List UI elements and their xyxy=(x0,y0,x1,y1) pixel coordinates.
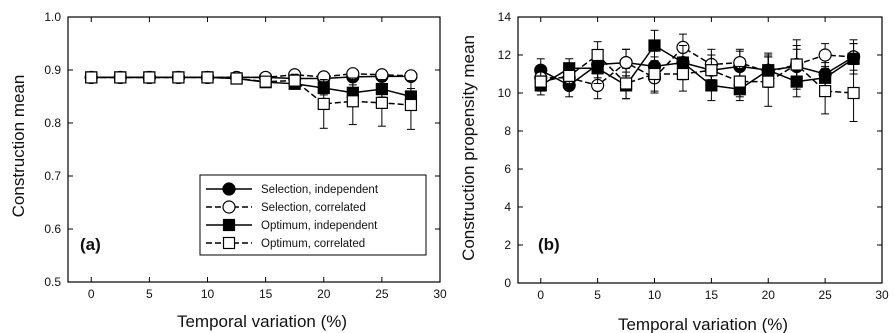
data-point-square-open xyxy=(404,98,418,112)
y-tick-label: 0.6 xyxy=(44,222,61,236)
x-tick-label: 15 xyxy=(705,288,719,302)
series-square-open xyxy=(534,39,860,122)
panel-label-b: (b) xyxy=(538,235,560,254)
series-line xyxy=(91,76,412,98)
data-point-circle-open xyxy=(375,68,389,82)
chart-panel-b: Construction propensity mean Temporal va… xyxy=(459,10,889,333)
x-tick-label: 15 xyxy=(259,287,273,301)
data-point-square-open xyxy=(591,48,604,62)
data-point-circle-open xyxy=(619,55,633,70)
data-point-square-open xyxy=(619,77,633,90)
legend-marker-circle-filled xyxy=(222,182,236,196)
data-point-square-filled xyxy=(847,52,860,65)
x-tick-label: 10 xyxy=(201,287,215,301)
y-tick-label: 6 xyxy=(504,162,511,176)
legend-label: Selection, correlated xyxy=(261,202,366,214)
legend-label: Optimum, independent xyxy=(261,220,378,232)
data-point-circle-open xyxy=(404,69,418,83)
data-point-circle-open xyxy=(818,48,832,62)
series-line xyxy=(540,46,854,87)
legend-marker-square-filled xyxy=(222,218,236,232)
legend-entry-selection-correlated: Selection, correlated xyxy=(206,200,366,214)
legend: Selection, independent Selection, correl… xyxy=(199,174,427,256)
data-point-square-open xyxy=(317,97,330,111)
y-tick-label: 2 xyxy=(504,238,511,252)
series-square-open xyxy=(85,71,418,130)
data-point-square-open xyxy=(762,75,775,88)
y-tick-label: 4 xyxy=(504,200,511,214)
data-point-square-open xyxy=(201,71,214,84)
data-point-square-open xyxy=(172,71,185,84)
data-point-square-open xyxy=(288,74,301,87)
x-tick-label: 0 xyxy=(88,287,95,301)
data-point-square-open xyxy=(676,67,690,81)
data-point-square-open xyxy=(259,75,272,88)
data-point-square-open xyxy=(85,71,98,84)
plot-area-b: 0 5 10 15 20 25 30 0 2 4 6 8 10 12 14 xyxy=(498,10,889,302)
plot-frame xyxy=(517,16,883,284)
data-point-square-open xyxy=(375,96,388,109)
y-tick-label: 14 xyxy=(498,10,512,24)
data-point-square-open xyxy=(534,75,547,88)
x-axis-title-a: Temporal variation (%) xyxy=(177,312,347,331)
data-point-square-open xyxy=(790,58,803,71)
plot-frame xyxy=(67,16,441,283)
x-tick-label: 25 xyxy=(818,288,832,302)
data-point-square-open xyxy=(847,86,860,100)
data-point-square-open xyxy=(648,67,661,81)
y-tick-label: 12 xyxy=(498,48,512,62)
legend-label: Optimum, correlated xyxy=(261,238,365,250)
data-point-square-open xyxy=(705,64,718,77)
data-point-square-filled xyxy=(648,39,661,52)
y-tick-label: 1.0 xyxy=(44,10,61,24)
y-tick-label: 0.9 xyxy=(44,63,61,77)
x-axis-title-b: Temporal variation (%) xyxy=(618,315,788,333)
y-tick-label: 0.5 xyxy=(44,275,61,289)
x-tick-label: 30 xyxy=(433,287,447,301)
legend-label: Selection, independent xyxy=(261,184,379,196)
y-tick-label: 10 xyxy=(498,86,512,100)
y-tick-label: 0 xyxy=(504,276,511,290)
legend-entry-optimum-correlated: Optimum, correlated xyxy=(206,236,365,250)
y-tick-label: 8 xyxy=(504,124,511,138)
data-point-square-open xyxy=(114,71,127,84)
legend-entry-optimum-independent: Optimum, independent xyxy=(206,218,378,232)
x-tick-label: 20 xyxy=(762,288,776,302)
x-tick-label: 0 xyxy=(537,288,544,302)
x-tick-label: 20 xyxy=(317,287,331,301)
y-tick-label: 0.8 xyxy=(44,116,61,130)
panel-label-a: (a) xyxy=(80,235,101,254)
legend-entry-selection-independent: Selection, independent xyxy=(206,182,379,196)
y-tick-label: 0.7 xyxy=(44,169,61,183)
data-point-square-open xyxy=(143,71,156,84)
x-tick-label: 5 xyxy=(594,288,601,302)
chart-panel-a: Construction mean Temporal variation (%)… xyxy=(9,10,447,331)
data-point-square-open xyxy=(563,69,576,83)
x-tick-label: 25 xyxy=(375,287,389,301)
data-point-square-open xyxy=(733,75,746,88)
data-point-square-open xyxy=(819,84,832,98)
data-point-square-open xyxy=(346,95,359,108)
legend-marker-square-open xyxy=(222,236,236,250)
x-tick-label: 30 xyxy=(875,288,889,302)
x-tick-label: 10 xyxy=(648,288,662,302)
x-tick-label: 5 xyxy=(146,287,153,301)
y-axis-title-a: Construction mean xyxy=(9,75,28,218)
data-point-square-open xyxy=(230,72,243,85)
y-axis-title-b: Construction propensity mean xyxy=(459,35,478,261)
plot-area-a: 0 5 10 15 20 25 30 0.5 0.6 0.7 0.8 0.9 1.0 xyxy=(44,10,447,301)
legend-marker-circle-open xyxy=(222,200,236,214)
